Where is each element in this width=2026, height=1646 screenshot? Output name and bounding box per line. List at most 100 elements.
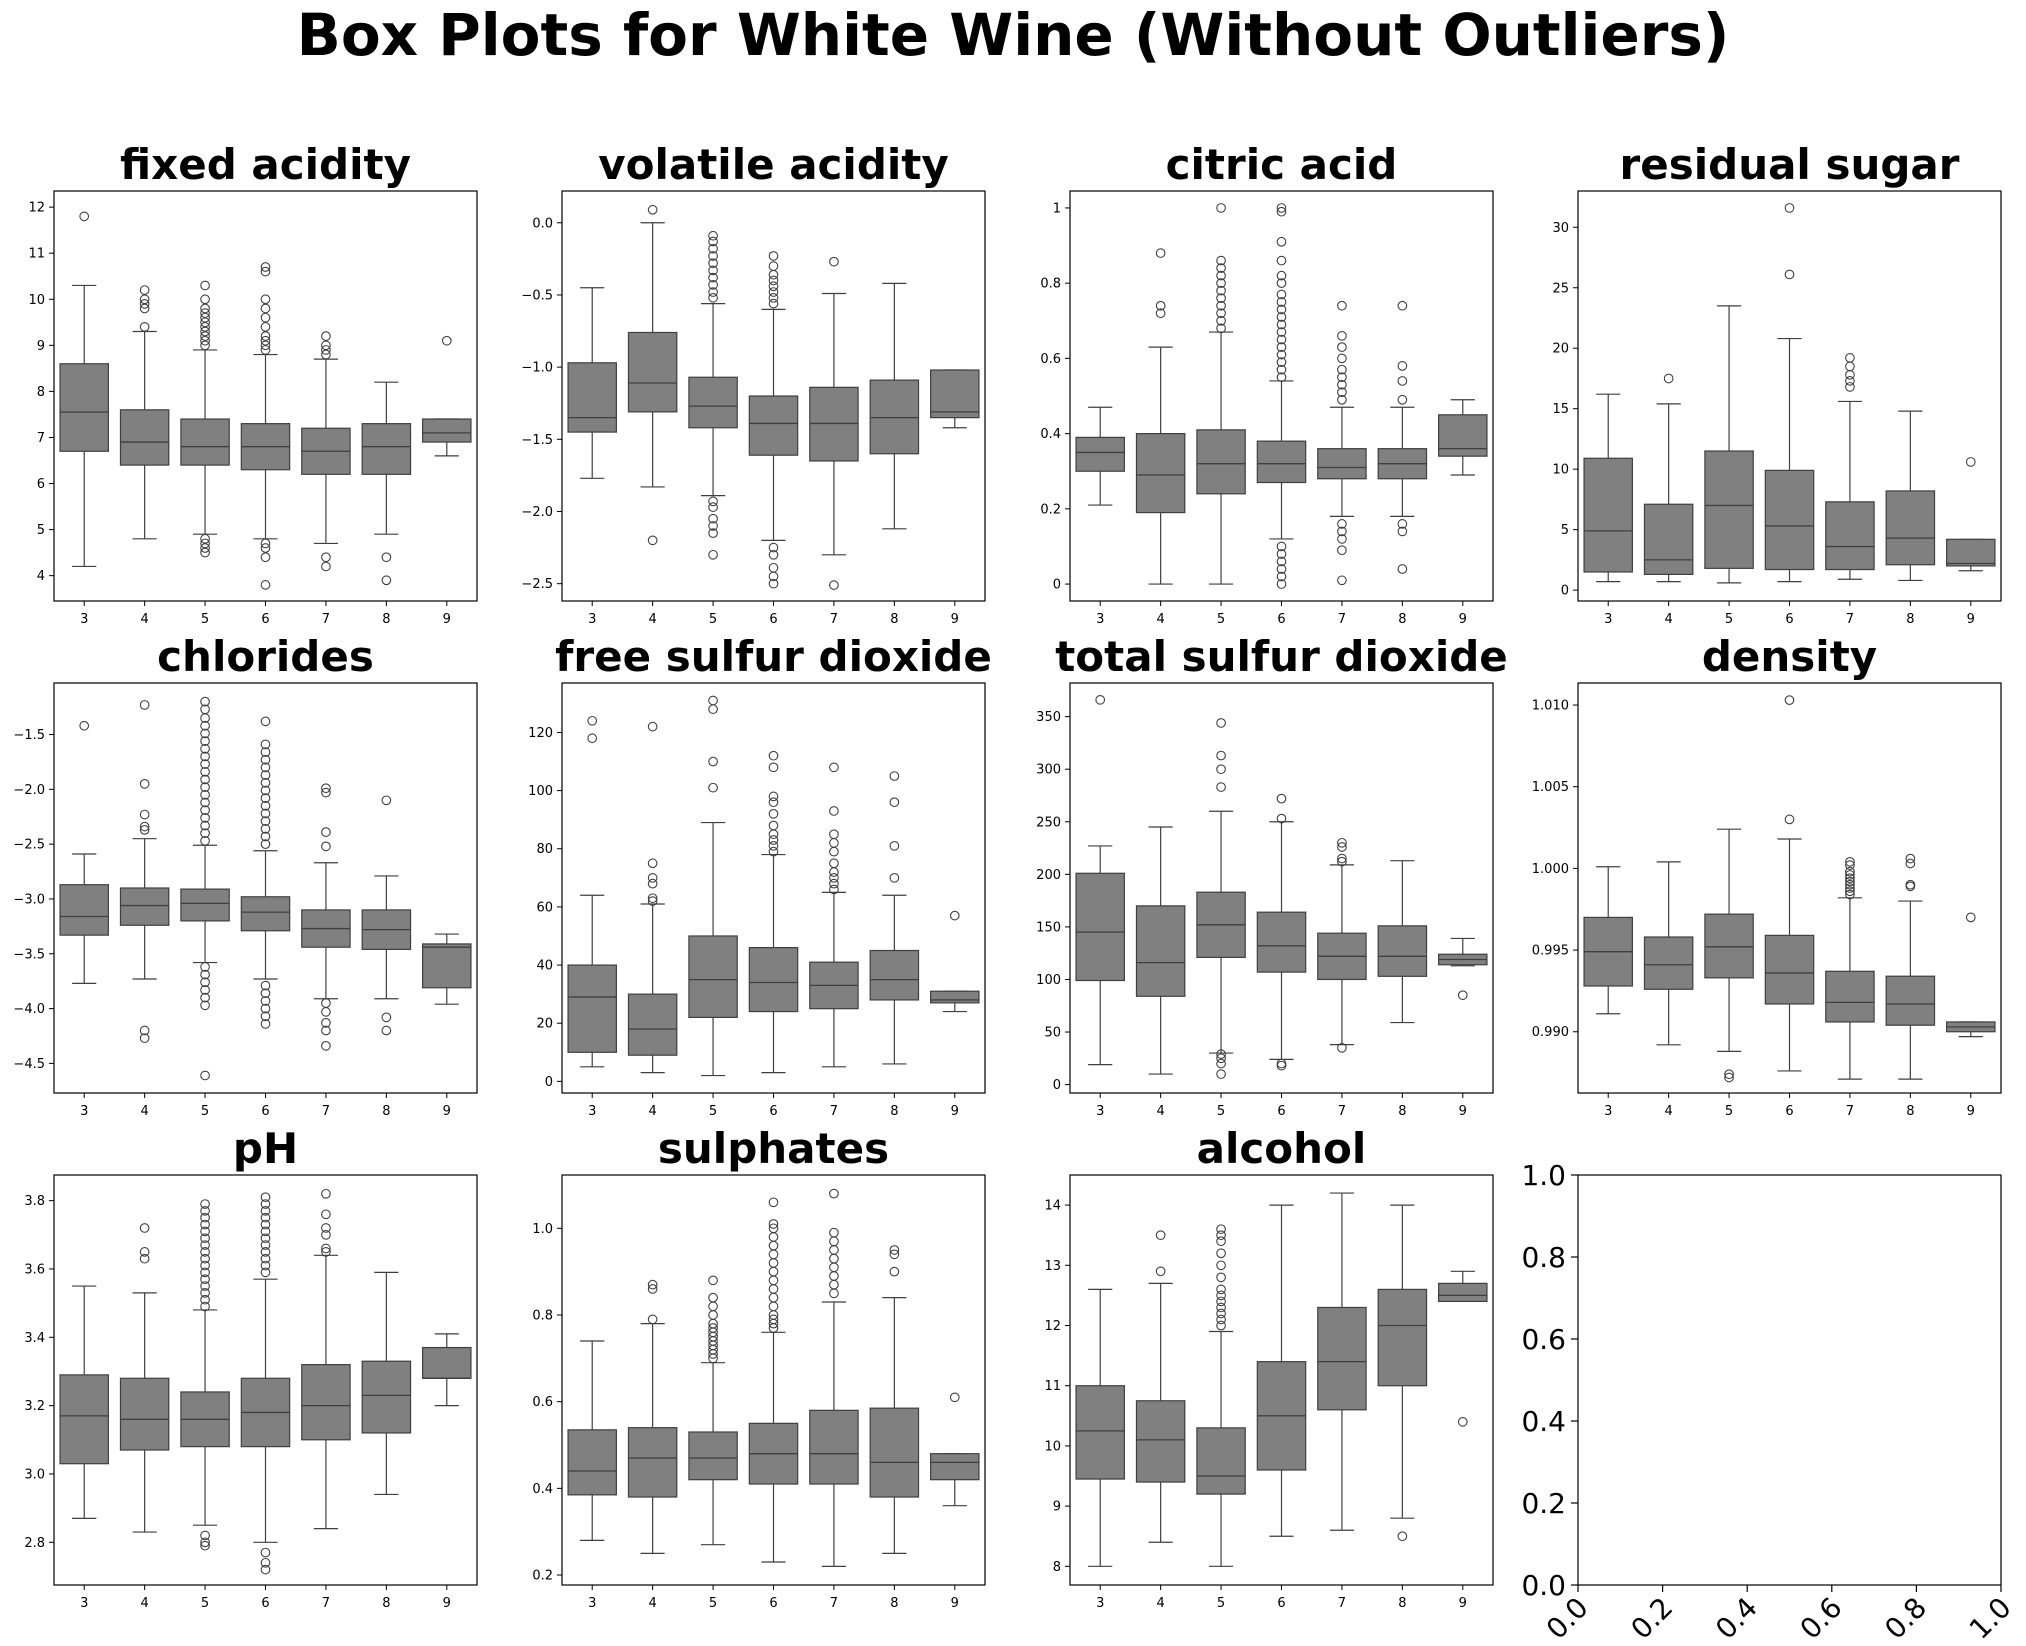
outlier-point — [260, 1557, 271, 1568]
outlier-point — [139, 779, 150, 789]
outlier-point — [1276, 1058, 1287, 1069]
iqr-box — [1764, 934, 1815, 1005]
outlier-point — [1216, 718, 1226, 728]
outlier-point — [1337, 526, 1347, 537]
outlier-point — [139, 299, 150, 309]
box-4 — [119, 700, 170, 1044]
outlier-point — [260, 831, 271, 842]
y-tick-label: 0.4 — [532, 1482, 553, 1497]
panel-title: pH — [233, 1124, 298, 1173]
panel-title: citric acid — [1166, 140, 1398, 189]
box-3 — [1583, 393, 1633, 583]
iqr-box — [1256, 911, 1307, 973]
outlier-point — [200, 322, 210, 332]
outlier-point — [829, 580, 839, 590]
outlier-point — [321, 827, 331, 837]
outlier-point — [260, 716, 271, 727]
outlier-point — [260, 1192, 271, 1203]
outlier-point — [708, 287, 718, 297]
outlier-point — [1784, 269, 1795, 280]
x-tick-label: 6 — [261, 1104, 269, 1119]
y-tick-label: 3.2 — [24, 1399, 45, 1414]
y-tick-label: 0.0 — [1521, 1569, 1566, 1602]
outlier-point — [708, 236, 718, 247]
outlier-point — [200, 1253, 210, 1264]
box-5 — [180, 280, 230, 558]
panel-fixed-acidity: fixed acidity 4 5 6 7 8 9 10 11 12 3 4 5 6 7 8 9 — [28, 140, 478, 627]
outlier-point — [1845, 376, 1855, 386]
box-7 — [301, 331, 351, 572]
outlier-point — [1337, 394, 1347, 405]
outlier-point — [260, 340, 271, 351]
outlier-point — [381, 575, 392, 586]
x-tick-label: 8 — [382, 1596, 390, 1611]
outlier-point — [829, 1253, 839, 1264]
outlier-point — [1216, 315, 1226, 326]
y-tick-label: 0 — [1561, 584, 1569, 599]
outlier-point — [260, 1260, 271, 1271]
outlier-point — [1784, 203, 1795, 213]
box-8 — [361, 795, 412, 1036]
x-tick-label: 6 — [1277, 1596, 1285, 1611]
outlier-point — [260, 1003, 271, 1014]
outlier-point — [321, 561, 331, 572]
x-tick-label: 3 — [588, 1104, 596, 1119]
outlier-point — [200, 340, 210, 351]
y-tick-label: 5 — [1561, 523, 1569, 538]
outlier-point — [1965, 912, 1976, 923]
outlier-point — [260, 754, 271, 765]
outlier-point — [200, 1274, 210, 1285]
x-tick-label: 4 — [649, 1104, 657, 1119]
outlier-point — [768, 281, 779, 292]
outlier-point — [889, 1249, 900, 1260]
outlier-point — [1845, 873, 1855, 884]
x-tick-label: 8 — [1398, 1104, 1406, 1119]
iqr-box — [119, 409, 170, 466]
outlier-point — [647, 204, 658, 215]
outlier-point — [708, 704, 718, 715]
y-tick-label: 0.995 — [1532, 944, 1569, 959]
box-8 — [869, 1245, 920, 1554]
outlier-point — [1397, 361, 1408, 371]
outlier-point — [829, 762, 839, 773]
outlier-point — [139, 1247, 150, 1257]
outlier-point — [768, 251, 779, 261]
outlier-point — [260, 739, 271, 750]
outlier-point — [587, 715, 598, 726]
outlier-point — [1216, 285, 1226, 296]
y-tick-label: 1.0 — [1521, 1159, 1566, 1192]
outlier-point — [321, 998, 331, 1008]
outlier-point — [647, 1284, 658, 1294]
y-tick-label: 20 — [536, 1017, 553, 1032]
y-tick-label: 350 — [1036, 710, 1061, 725]
outlier-point — [1397, 564, 1408, 574]
y-tick-label: −4.5 — [13, 1057, 45, 1072]
outlier-point — [200, 1226, 210, 1237]
outlier-point — [260, 322, 271, 332]
outlier-point — [1845, 876, 1855, 887]
y-tick-label: 300 — [1036, 763, 1061, 778]
outlier-point — [321, 345, 331, 355]
x-tick-label: 8 — [1398, 612, 1406, 627]
x-tick-label: 3 — [80, 612, 88, 627]
outlier-point — [200, 543, 210, 553]
iqr-box — [1075, 436, 1125, 472]
iqr-box — [180, 888, 230, 922]
iqr-box — [1764, 469, 1815, 571]
panel-title: chlorides — [157, 632, 374, 681]
iqr-box — [809, 386, 859, 462]
iqr-box — [1885, 490, 1936, 566]
outlier-point — [1216, 1230, 1226, 1241]
x-tick-label: 1.0 — [1963, 1591, 2018, 1646]
x-tick-label: 5 — [709, 612, 717, 627]
y-tick-label: 1 — [1053, 201, 1061, 216]
outlier-point — [200, 992, 210, 1003]
iqr-box — [688, 376, 738, 429]
x-tick-label: 4 — [649, 612, 657, 627]
iqr-box — [1704, 450, 1754, 569]
outlier-point — [768, 1266, 779, 1277]
y-tick-label: 8 — [1053, 1560, 1061, 1575]
y-tick-label: 6 — [37, 477, 45, 492]
outlier-point — [889, 797, 900, 808]
outlier-point — [200, 728, 210, 739]
